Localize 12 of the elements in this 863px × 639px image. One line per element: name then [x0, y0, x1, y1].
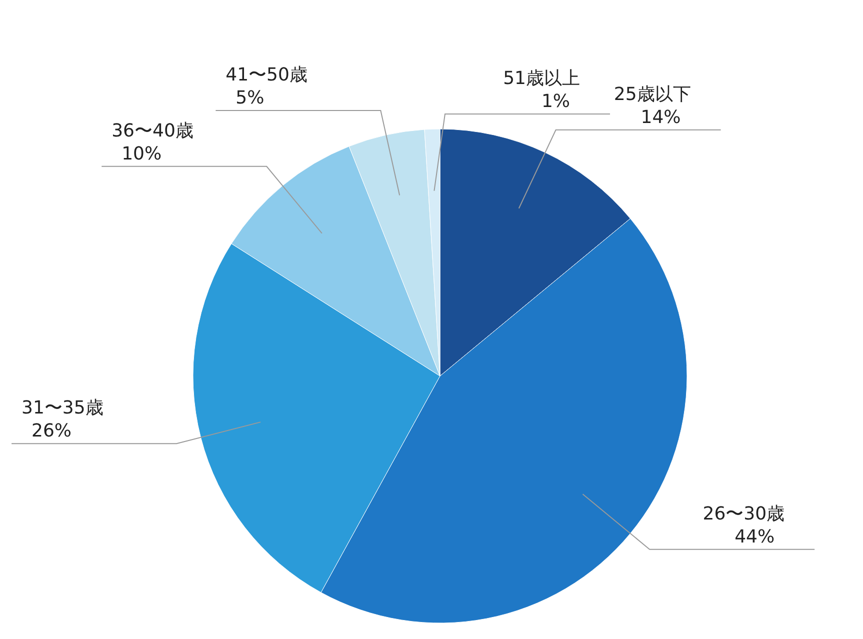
slice-label: 31〜35歳: [22, 398, 104, 419]
data-label: 1%: [541, 91, 570, 112]
data-label: 10%: [122, 143, 162, 164]
slice-label: 26〜30歳: [702, 503, 785, 524]
data-label: 44%: [734, 526, 775, 548]
data-label: 26%: [32, 420, 72, 442]
slice-label: 41〜50歳: [226, 64, 308, 86]
slice-label: 51歳以上: [503, 68, 580, 89]
data-label: 14%: [640, 106, 681, 128]
data-label: 5%: [236, 88, 264, 109]
slice-label: 25歳以下: [614, 84, 691, 105]
slice-label: 36〜40歳: [112, 120, 194, 142]
